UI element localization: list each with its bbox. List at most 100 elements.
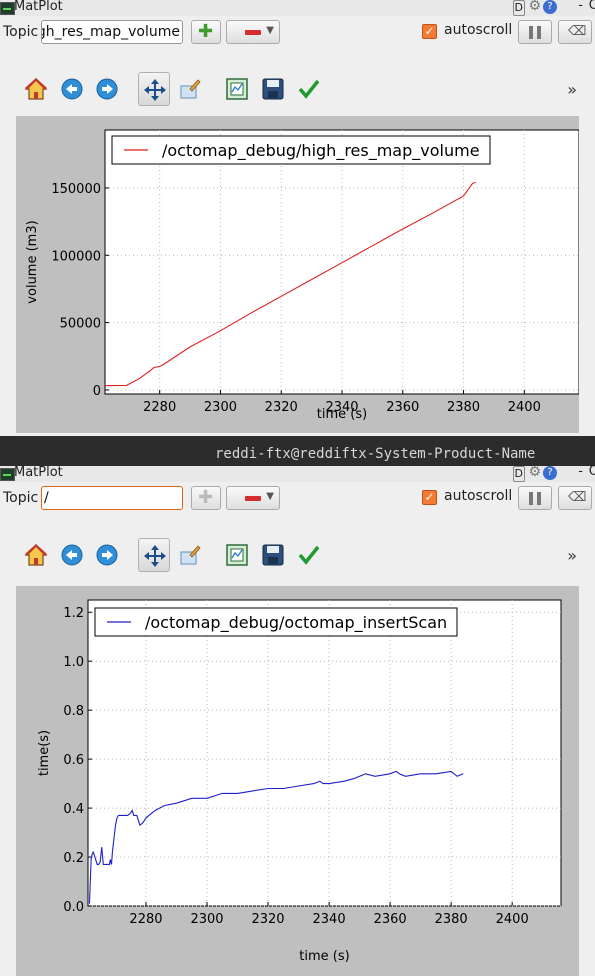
x-axis-label: time (s) [317, 407, 367, 422]
matplot-app-icon [0, 468, 15, 481]
toolbar-overflow-chevron[interactable]: » [567, 546, 577, 565]
y-axis-label: time(s) [37, 730, 52, 776]
pan-button[interactable] [138, 72, 170, 106]
background-terminal: reddi-ftx@reddiftx-System-Product-Name [0, 436, 595, 466]
y-tick-label: 1.2 [63, 606, 84, 621]
topic-label: Topic [3, 24, 39, 40]
y-tick-label: 1.0 [63, 655, 84, 670]
remove-topic-dropdown[interactable]: ▼ [226, 20, 280, 44]
close-button[interactable]: O [588, 0, 595, 13]
y-tick-label: 0.8 [63, 704, 84, 719]
y-tick-label: 0.2 [63, 851, 84, 866]
remove-topic-dropdown[interactable]: ▼ [226, 486, 280, 510]
pause-button[interactable] [518, 486, 552, 510]
clear-button[interactable]: ⌫ [558, 20, 592, 44]
autoscroll-checkbox[interactable]: ✓ [422, 24, 437, 39]
y-tick-label: 0.0 [63, 900, 84, 915]
terminal-title-text: reddi-ftx@reddiftx-System-Product-Name [215, 446, 536, 462]
window-title-bar: MatPlot D ⚙ ? - O [0, 0, 595, 16]
series-line [88, 770, 464, 904]
subplots-button[interactable] [221, 538, 253, 572]
legend-box [111, 135, 491, 165]
minus-icon [245, 30, 261, 35]
matplot-panel-2: MatPlot D ⚙ ? - O Topic / ✚ ▼ ✓ autoscro… [0, 464, 595, 976]
help-icon[interactable]: ? [543, 0, 557, 14]
zoom-icon [180, 79, 201, 99]
save-icon [262, 544, 284, 566]
pause-icon [529, 492, 533, 505]
forward-icon [96, 544, 118, 566]
x-tick-label: 2280 [129, 912, 162, 927]
toolbar-overflow-chevron[interactable]: » [567, 80, 577, 99]
topic-input[interactable]: gh_res_map_volume [41, 20, 183, 44]
help-icon[interactable]: ? [543, 466, 557, 480]
apply-button[interactable] [293, 538, 325, 572]
pause-icon-bar [537, 492, 541, 505]
x-tick-label: 2360 [386, 400, 419, 415]
axes-frame [87, 599, 562, 907]
save-button[interactable] [257, 72, 289, 106]
back-button[interactable] [56, 72, 88, 106]
plus-icon: ✚ [198, 487, 214, 508]
dock-button[interactable]: D [512, 466, 525, 482]
back-icon [61, 78, 83, 100]
matplot-panel-1: MatPlot D ⚙ ? - O Topic gh_res_map_volum… [0, 0, 595, 436]
zoom-icon [180, 545, 201, 565]
y-tick-label: 150000 [51, 182, 101, 197]
chevron-down-icon: ▼ [266, 491, 274, 502]
gear-icon[interactable]: ⚙ [528, 464, 541, 480]
save-button[interactable] [257, 538, 289, 572]
y-tick-label: 50000 [60, 317, 101, 332]
home-button[interactable] [20, 538, 52, 572]
x-tick-label: 2380 [435, 912, 468, 927]
zoom-button[interactable] [174, 538, 206, 572]
y-tick-label: 0 [93, 384, 101, 399]
x-tick-label: 2340 [325, 400, 358, 415]
x-tick-label: 2280 [143, 400, 176, 415]
close-button[interactable]: O [588, 464, 595, 479]
x-tick-label: 2400 [496, 912, 529, 927]
x-tick-label: 2340 [313, 912, 346, 927]
subplots-icon [226, 544, 248, 566]
pause-button[interactable] [518, 20, 552, 44]
gear-icon[interactable]: ⚙ [528, 0, 541, 14]
plot-area[interactable]: 2280 2300 2320 2340 2360 2380 2400 0.0 0.2 0.4 0.6… [16, 586, 579, 976]
apply-icon [298, 545, 320, 565]
topic-input[interactable]: / [41, 486, 183, 510]
minimize-button[interactable]: - [578, 0, 583, 13]
back-button[interactable] [56, 538, 88, 572]
plot-toolbar: » [0, 72, 595, 108]
window-title: MatPlot [14, 0, 63, 14]
forward-button[interactable] [91, 538, 123, 572]
x-tick-label: 2360 [374, 912, 407, 927]
forward-button[interactable] [91, 72, 123, 106]
plus-icon: ✚ [198, 21, 214, 42]
home-icon [24, 544, 48, 566]
x-tick-label: 2320 [265, 400, 298, 415]
legend-box [94, 607, 458, 637]
subplots-button[interactable] [221, 72, 253, 106]
chart-svg: 2280 2300 2320 2340 2360 2380 2400 0 50000 100000… [25, 129, 579, 422]
minimize-button[interactable]: - [578, 464, 583, 479]
chevron-down-icon: ▼ [266, 25, 274, 36]
clear-button[interactable]: ⌫ [558, 486, 592, 510]
plot-area[interactable]: 2280 2300 2320 2340 2360 2380 2400 0 50000 100000… [16, 116, 579, 433]
pan-button[interactable] [138, 538, 170, 572]
chart-svg: 2280 2300 2320 2340 2360 2380 2400 0.0 0.2 0.4 0.6… [37, 599, 562, 964]
apply-icon [298, 79, 320, 99]
pan-icon [144, 545, 166, 567]
dock-button[interactable]: D [512, 0, 525, 16]
save-icon [262, 78, 284, 100]
zoom-button[interactable] [174, 72, 206, 106]
add-topic-button[interactable]: ✚ [191, 486, 221, 510]
apply-button[interactable] [293, 72, 325, 106]
y-tick-label: 0.4 [63, 802, 84, 817]
autoscroll-checkbox[interactable]: ✓ [422, 490, 437, 505]
home-button[interactable] [20, 72, 52, 106]
add-topic-button[interactable]: ✚ [191, 20, 221, 44]
topic-label: Topic [3, 490, 39, 506]
minus-icon [245, 496, 261, 501]
topic-row: Topic / ✚ ▼ ✓ autoscroll ⌫ [0, 486, 595, 512]
topic-row: Topic gh_res_map_volume ✚ ▼ ✓ autoscroll… [0, 20, 595, 46]
pause-icon [529, 26, 533, 39]
